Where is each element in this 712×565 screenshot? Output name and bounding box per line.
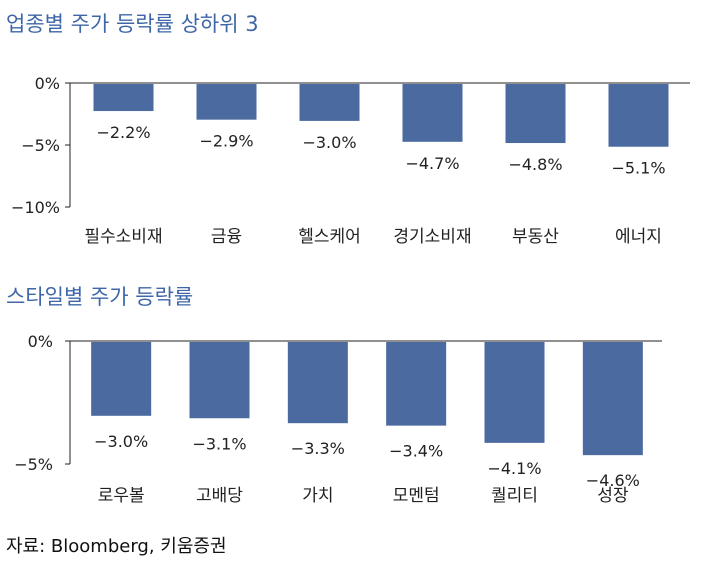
data-label: −2.2%	[96, 123, 150, 142]
category-label: 로우볼	[98, 486, 145, 506]
y-tick-label: 0%	[35, 74, 60, 93]
bar-4	[402, 84, 463, 142]
bar-6	[608, 84, 669, 147]
bar-5	[484, 342, 545, 443]
data-label: −3.0%	[302, 133, 356, 152]
y-tick-label: −10%	[11, 198, 60, 217]
data-label: −5.1%	[611, 159, 665, 178]
data-label: −3.4%	[389, 442, 443, 461]
y-tick-label: 0%	[28, 332, 53, 351]
y-tick-label: −5%	[14, 455, 53, 474]
data-label: −2.9%	[199, 132, 253, 151]
bar-3	[299, 84, 360, 121]
data-label: −4.8%	[508, 155, 562, 174]
category-label: 고배당	[196, 486, 243, 506]
category-label: 성장	[597, 486, 629, 506]
data-label: −3.0%	[94, 432, 148, 451]
category-label: 가치	[302, 486, 333, 506]
data-label: −4.6%	[586, 471, 640, 490]
category-label: 모멘텀	[393, 486, 440, 506]
data-label: −3.1%	[192, 434, 246, 453]
data-label: −4.7%	[405, 154, 459, 173]
bar-2	[196, 84, 257, 120]
chart-title-style: 스타일별 주가 등락률	[6, 285, 194, 309]
data-label: −4.1%	[487, 459, 541, 478]
bar-2	[189, 342, 250, 419]
category-label: 에너지	[615, 227, 662, 247]
category-label: 부동산	[512, 227, 559, 247]
category-label: 헬스케어	[298, 227, 361, 247]
y-tick-label: −5%	[21, 136, 60, 155]
category-label: 필수소비재	[84, 227, 162, 247]
source-note: 자료: Bloomberg, 키움증권	[6, 536, 227, 557]
chart-title-sector: 업종별 주가 등락률 상하위 3	[6, 12, 259, 36]
bar-5	[505, 84, 566, 144]
bar-4	[386, 342, 447, 426]
category-label: 퀄리티	[491, 486, 538, 506]
bar-1	[93, 84, 154, 112]
data-label: −3.3%	[291, 439, 345, 458]
bar-1	[91, 342, 152, 416]
bar-6	[582, 342, 643, 456]
bar-3	[287, 342, 348, 424]
category-label: 경기소비재	[393, 227, 471, 247]
category-label: 금융	[211, 227, 242, 247]
